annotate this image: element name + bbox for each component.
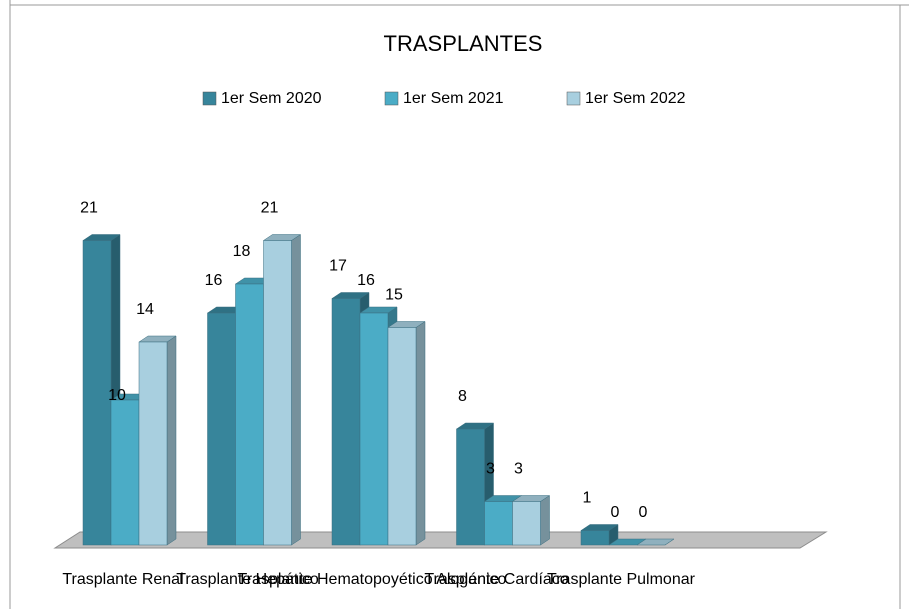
bar — [387, 321, 426, 546]
bar-face — [110, 399, 140, 546]
bar-face — [580, 530, 610, 546]
bar — [138, 335, 177, 546]
bar-face — [484, 501, 513, 546]
bar-face — [82, 240, 112, 546]
chart-title: TRASPLANTES — [384, 31, 543, 56]
x-tick-label: Trasplante Renal — [62, 571, 183, 588]
data-label: 3 — [486, 461, 495, 478]
bar — [82, 234, 121, 546]
bar-face — [512, 501, 541, 546]
bar — [580, 524, 619, 546]
bar — [262, 234, 302, 546]
data-label: 21 — [261, 200, 279, 217]
legend-label: 1er Sem 2020 — [221, 90, 322, 107]
bar-face — [138, 341, 168, 546]
data-label: 16 — [205, 272, 223, 289]
data-label: 0 — [639, 504, 648, 521]
bar-face — [415, 321, 426, 546]
x-tick-label: Trasplante Hepático — [176, 571, 319, 588]
bar — [455, 422, 495, 546]
bar-face — [291, 234, 301, 546]
bar-face — [207, 312, 236, 546]
data-label: 15 — [385, 287, 403, 304]
legend-label: 1er Sem 2021 — [403, 90, 504, 107]
bar-face — [331, 298, 361, 546]
bar-face — [235, 283, 264, 546]
bar — [636, 538, 675, 546]
legend-swatch — [202, 91, 217, 106]
bar-face — [387, 327, 417, 546]
data-label: 10 — [108, 387, 126, 404]
bar-face — [263, 240, 292, 546]
legend-swatch — [384, 91, 399, 106]
data-label: 0 — [611, 504, 620, 521]
legend-swatch — [566, 91, 581, 106]
bar-face — [636, 538, 675, 546]
bar-face — [456, 428, 485, 546]
bar-face — [540, 495, 550, 546]
data-label: 16 — [357, 272, 375, 289]
bar-face — [166, 335, 177, 546]
legend-label: 1er Sem 2022 — [585, 90, 686, 107]
data-label: 14 — [136, 301, 154, 318]
data-label: 21 — [80, 200, 98, 217]
data-label: 1 — [583, 490, 592, 507]
x-tick-label: Trasplante Hematopoyético Alogénico — [238, 571, 507, 588]
data-label: 18 — [233, 243, 251, 260]
bar — [511, 495, 551, 546]
x-tick-label: Trasplante Pulmonar — [547, 571, 696, 588]
data-label: 8 — [458, 388, 467, 405]
bar-face — [359, 312, 389, 546]
x-tick-label: Trasplante Cardíaco — [424, 571, 568, 588]
data-label: 17 — [329, 258, 347, 275]
data-label: 3 — [514, 461, 523, 478]
